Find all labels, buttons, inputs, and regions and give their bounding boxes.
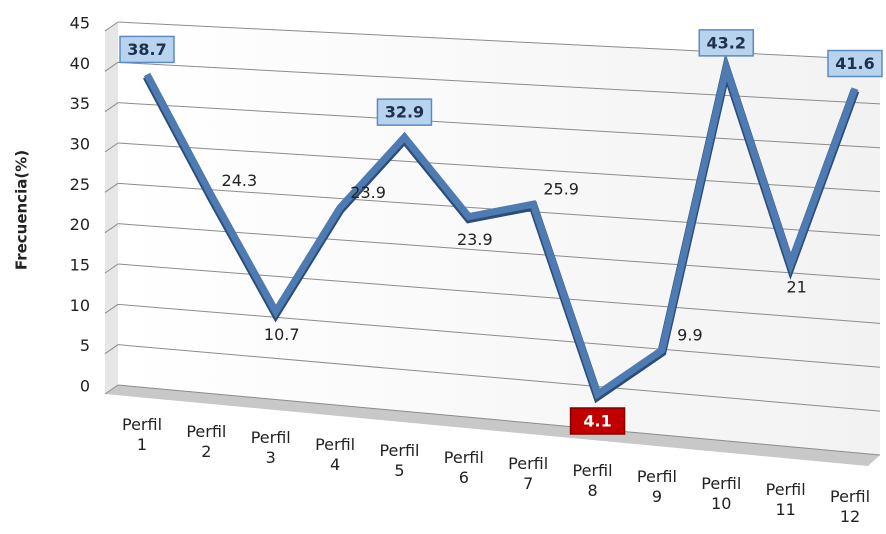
y-tick-label: 30 [70,135,90,154]
x-tick-label: Perfil 2 [186,421,227,461]
x-tick-label: Perfil 3 [250,428,291,467]
data-label: 38.7 [127,40,166,59]
data-label: 4.1 [583,412,611,431]
y-tick-label: 15 [70,256,90,275]
data-label: 10.7 [264,325,300,344]
y-tick-label: 5 [80,336,90,355]
data-label: 32.9 [385,103,424,122]
x-tick-label: Perfil 9 [636,467,677,506]
y-tick-label: 45 [70,14,90,33]
grid-line-side [104,182,119,193]
data-label: 9.9 [677,326,702,345]
y-axis-label: Frecuencia(%) [13,150,31,270]
grid-line-side [104,384,119,395]
grid-line [117,384,881,456]
grid-line-side [104,21,119,32]
label-box [376,98,433,126]
grid-line-side [104,61,119,72]
data-label: 23.9 [350,183,386,202]
grid-line-side [104,102,119,113]
grid-line [117,263,881,324]
y-tick-label: 20 [70,215,90,234]
grid-line-side [104,263,119,274]
x-tick-label: Perfil 1 [121,415,163,454]
data-label: 21 [786,278,806,297]
x-tick-label: Perfil 5 [379,441,420,480]
grid-line [117,303,881,368]
x-tick-label: Perfil 12 [829,486,871,526]
grid-line [117,344,881,412]
floor [105,385,880,466]
x-tick-label: Perfil 6 [443,447,484,487]
back-wall [118,22,880,455]
label-box [569,407,626,435]
label-box [827,49,883,78]
grid-line-side [104,344,119,355]
side-wall [105,22,118,394]
y-tick-label: 25 [70,175,90,194]
y-tick-label: 35 [70,94,90,113]
data-label: 41.6 [835,54,874,73]
x-tick-label: Perfil 8 [572,460,613,500]
data-label: 25.9 [543,180,579,199]
line [143,54,859,400]
grid-line [117,223,881,280]
label-box [698,29,755,57]
grid-line [117,142,881,193]
y-tick-label: 10 [70,296,90,315]
x-tick-label: Perfil 11 [765,480,806,519]
x-tick-label: Perfil 7 [508,454,549,493]
data-label: 23.9 [457,230,493,249]
grid-line [117,61,881,105]
data-label: 24.3 [222,171,258,190]
data-label: 43.2 [707,33,746,52]
x-tick-label: Perfil 4 [315,434,356,474]
grid-line-side [104,303,119,314]
grid-line-side [104,223,119,234]
x-tick-label: Perfil 10 [701,473,742,513]
label-box [119,35,175,64]
grid-line-side [104,142,119,153]
y-tick-label: 40 [70,54,90,73]
y-tick-label: 0 [80,377,90,396]
